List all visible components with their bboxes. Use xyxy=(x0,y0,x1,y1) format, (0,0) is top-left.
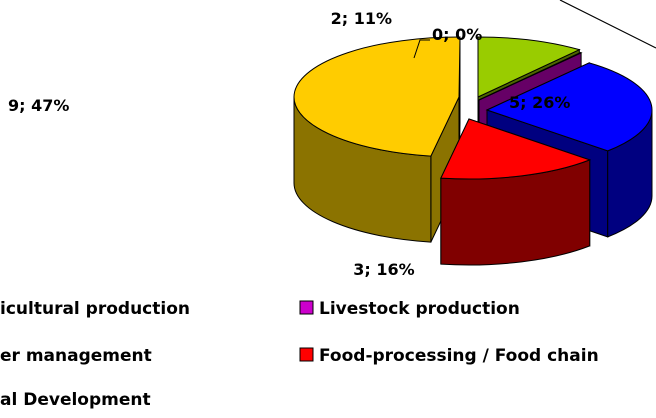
data-label-water: 5; 26% xyxy=(509,93,570,112)
pie-slice-food xyxy=(440,118,592,266)
data-label-food: 3; 16% xyxy=(353,260,414,279)
decorative-line xyxy=(559,0,656,49)
legend-label: icultural production xyxy=(0,299,190,319)
legend-item-water: er management xyxy=(0,346,152,366)
legend-label: er management xyxy=(0,346,152,366)
pie-slices xyxy=(293,36,653,266)
leader-line xyxy=(413,39,430,59)
legend-item-live: Livestock production xyxy=(299,299,520,319)
pie-slice-top xyxy=(440,118,592,180)
data-label-rural: 9; 47% xyxy=(8,96,69,115)
pie-slice-top xyxy=(478,52,583,101)
legend-swatch xyxy=(299,300,314,315)
pie-slice-rural xyxy=(293,36,461,243)
legend-swatch xyxy=(299,347,314,362)
legend: icultural production Livestock production… xyxy=(0,299,599,410)
pie-slice-top xyxy=(485,62,653,152)
data-label-live: 0; 0% xyxy=(432,25,482,44)
data-labels: 2; 11% 0; 0% 5; 26% 3; 16% 9; 47% xyxy=(8,9,570,279)
pie-slice-top xyxy=(477,36,581,98)
legend-label: Livestock production xyxy=(319,299,520,319)
legend-label: al Development xyxy=(0,390,151,410)
legend-item-agri: icultural production xyxy=(0,299,190,319)
legend-label: Food-processing / Food chain xyxy=(319,346,599,366)
legend-item-food: Food-processing / Food chain xyxy=(299,346,599,366)
legend-item-rural: al Development xyxy=(0,390,151,410)
data-label-agri: 2; 11% xyxy=(331,9,392,28)
pie-slice-top xyxy=(293,36,461,157)
